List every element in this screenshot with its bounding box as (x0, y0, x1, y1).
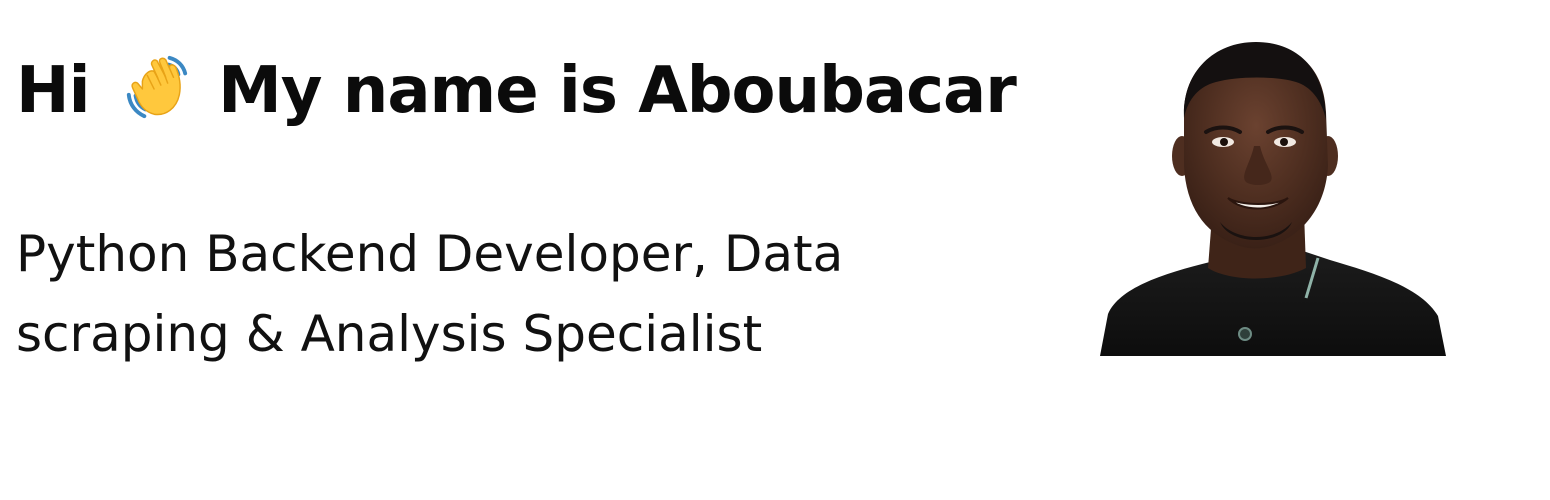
greeting-text: Hi (16, 54, 90, 128)
intro-block: Hi My name is Aboubacar Python Back (16, 52, 1017, 363)
role-tagline: Python Backend Developer, Data scraping … (16, 214, 936, 374)
name-text: My name is Aboubacar (218, 54, 1017, 128)
tagline-line-1: Python Backend Developer, Data (16, 225, 844, 283)
page-title: Hi My name is Aboubacar (16, 52, 1017, 123)
profile-photo (1100, 36, 1446, 356)
tagline-line-2: scraping & Analysis Specialist (16, 305, 763, 363)
waving-hand-icon (121, 52, 191, 122)
